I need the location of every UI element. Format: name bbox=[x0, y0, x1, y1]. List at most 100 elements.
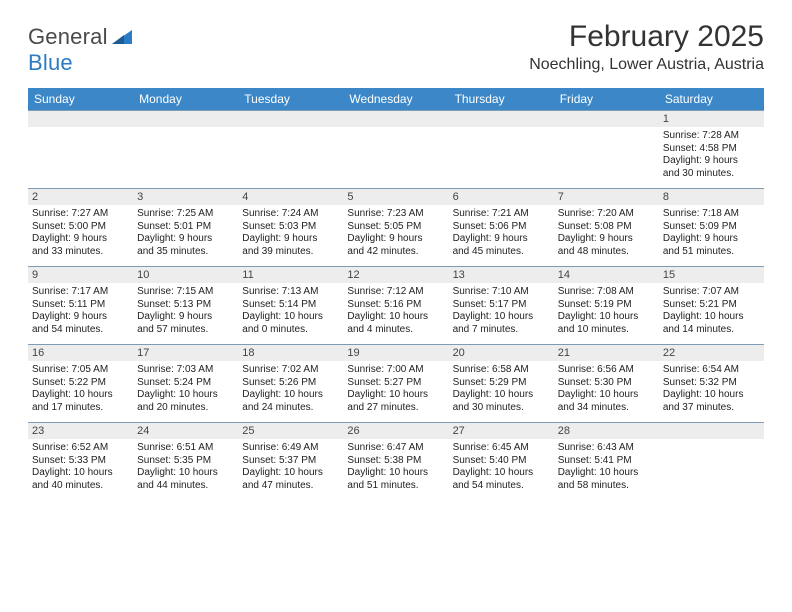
logo: General Blue bbox=[28, 20, 132, 76]
sunset-text: Sunset: 5:08 PM bbox=[558, 221, 655, 234]
sunset-text: Sunset: 5:41 PM bbox=[558, 455, 655, 468]
daylight1-text: Daylight: 10 hours bbox=[32, 389, 129, 402]
daylight1-text: Daylight: 9 hours bbox=[663, 155, 760, 168]
calendar-cell: 16Sunrise: 7:05 AMSunset: 5:22 PMDayligh… bbox=[28, 344, 133, 422]
daylight1-text: Daylight: 10 hours bbox=[347, 467, 444, 480]
day-number: 4 bbox=[238, 189, 343, 205]
day-number: 8 bbox=[659, 189, 764, 205]
sunrise-text: Sunrise: 7:10 AM bbox=[453, 286, 550, 299]
calendar-cell: 23Sunrise: 6:52 AMSunset: 5:33 PMDayligh… bbox=[28, 422, 133, 500]
sunrise-text: Sunrise: 7:18 AM bbox=[663, 208, 760, 221]
weekday-header-row: Sunday Monday Tuesday Wednesday Thursday… bbox=[28, 88, 764, 110]
sunrise-text: Sunrise: 6:47 AM bbox=[347, 442, 444, 455]
sunset-text: Sunset: 5:38 PM bbox=[347, 455, 444, 468]
calendar-cell bbox=[238, 110, 343, 188]
sunset-text: Sunset: 5:06 PM bbox=[453, 221, 550, 234]
sunrise-text: Sunrise: 7:23 AM bbox=[347, 208, 444, 221]
daylight2-text: and 54 minutes. bbox=[453, 480, 550, 493]
daylight2-text: and 20 minutes. bbox=[137, 402, 234, 415]
sunrise-text: Sunrise: 7:03 AM bbox=[137, 364, 234, 377]
daylight1-text: Daylight: 10 hours bbox=[558, 311, 655, 324]
sunset-text: Sunset: 5:24 PM bbox=[137, 377, 234, 390]
daylight2-text: and 27 minutes. bbox=[347, 402, 444, 415]
daylight1-text: Daylight: 9 hours bbox=[453, 233, 550, 246]
daylight1-text: Daylight: 10 hours bbox=[242, 311, 339, 324]
day-number bbox=[343, 111, 448, 127]
daylight1-text: Daylight: 9 hours bbox=[558, 233, 655, 246]
daylight2-text: and 54 minutes. bbox=[32, 324, 129, 337]
sunset-text: Sunset: 5:16 PM bbox=[347, 299, 444, 312]
day-number: 3 bbox=[133, 189, 238, 205]
calendar-cell: 8Sunrise: 7:18 AMSunset: 5:09 PMDaylight… bbox=[659, 188, 764, 266]
sunset-text: Sunset: 5:03 PM bbox=[242, 221, 339, 234]
daylight2-text: and 42 minutes. bbox=[347, 246, 444, 259]
day-number bbox=[659, 423, 764, 439]
daylight1-text: Daylight: 9 hours bbox=[242, 233, 339, 246]
sunrise-text: Sunrise: 7:20 AM bbox=[558, 208, 655, 221]
sunset-text: Sunset: 5:17 PM bbox=[453, 299, 550, 312]
daylight2-text: and 24 minutes. bbox=[242, 402, 339, 415]
daylight1-text: Daylight: 10 hours bbox=[453, 389, 550, 402]
calendar-cell: 1Sunrise: 7:28 AMSunset: 4:58 PMDaylight… bbox=[659, 110, 764, 188]
sunset-text: Sunset: 5:01 PM bbox=[137, 221, 234, 234]
sunrise-text: Sunrise: 7:24 AM bbox=[242, 208, 339, 221]
daylight1-text: Daylight: 10 hours bbox=[558, 389, 655, 402]
calendar-cell: 21Sunrise: 6:56 AMSunset: 5:30 PMDayligh… bbox=[554, 344, 659, 422]
sunrise-text: Sunrise: 6:58 AM bbox=[453, 364, 550, 377]
sunset-text: Sunset: 5:22 PM bbox=[32, 377, 129, 390]
calendar-cell: 22Sunrise: 6:54 AMSunset: 5:32 PMDayligh… bbox=[659, 344, 764, 422]
calendar-cell: 17Sunrise: 7:03 AMSunset: 5:24 PMDayligh… bbox=[133, 344, 238, 422]
daylight1-text: Daylight: 10 hours bbox=[347, 311, 444, 324]
daylight1-text: Daylight: 10 hours bbox=[663, 311, 760, 324]
weekday-header: Friday bbox=[554, 88, 659, 110]
weekday-header: Monday bbox=[133, 88, 238, 110]
calendar-cell: 4 Sunrise: 7:24 AMSunset: 5:03 PMDaylight… bbox=[238, 188, 343, 266]
title-block: February 2025 Noechling, Lower Austria, … bbox=[529, 20, 764, 74]
weekday-header: Tuesday bbox=[238, 88, 343, 110]
day-number: 15 bbox=[659, 267, 764, 283]
calendar-cell: 9Sunrise: 7:17 AMSunset: 5:11 PMDaylight… bbox=[28, 266, 133, 344]
sunset-text: Sunset: 4:58 PM bbox=[663, 143, 760, 156]
calendar: Sunday Monday Tuesday Wednesday Thursday… bbox=[28, 88, 764, 500]
calendar-cell: 5Sunrise: 7:23 AMSunset: 5:05 PMDaylight… bbox=[343, 188, 448, 266]
daylight2-text: and 35 minutes. bbox=[137, 246, 234, 259]
calendar-cell bbox=[28, 110, 133, 188]
calendar-cell: 13Sunrise: 7:10 AMSunset: 5:17 PMDayligh… bbox=[449, 266, 554, 344]
sunset-text: Sunset: 5:11 PM bbox=[32, 299, 129, 312]
sunset-text: Sunset: 5:40 PM bbox=[453, 455, 550, 468]
calendar-cell: 24Sunrise: 6:51 AMSunset: 5:35 PMDayligh… bbox=[133, 422, 238, 500]
calendar-cell: 6Sunrise: 7:21 AMSunset: 5:06 PMDaylight… bbox=[449, 188, 554, 266]
daylight2-text: and 30 minutes. bbox=[453, 402, 550, 415]
daylight1-text: Daylight: 10 hours bbox=[453, 311, 550, 324]
sunrise-text: Sunrise: 7:25 AM bbox=[137, 208, 234, 221]
calendar-cell: 2Sunrise: 7:27 AMSunset: 5:00 PMDaylight… bbox=[28, 188, 133, 266]
sunset-text: Sunset: 5:29 PM bbox=[453, 377, 550, 390]
sunset-text: Sunset: 5:32 PM bbox=[663, 377, 760, 390]
daylight1-text: Daylight: 9 hours bbox=[32, 311, 129, 324]
day-number: 18 bbox=[238, 345, 343, 361]
daylight2-text: and 58 minutes. bbox=[558, 480, 655, 493]
sunset-text: Sunset: 5:26 PM bbox=[242, 377, 339, 390]
sunset-text: Sunset: 5:33 PM bbox=[32, 455, 129, 468]
daylight2-text: and 14 minutes. bbox=[663, 324, 760, 337]
weekday-header: Wednesday bbox=[343, 88, 448, 110]
day-number: 22 bbox=[659, 345, 764, 361]
header: General Blue February 2025 Noechling, Lo… bbox=[28, 20, 764, 76]
daylight2-text: and 37 minutes. bbox=[663, 402, 760, 415]
calendar-cell: 11Sunrise: 7:13 AMSunset: 5:14 PMDayligh… bbox=[238, 266, 343, 344]
daylight1-text: Daylight: 9 hours bbox=[347, 233, 444, 246]
day-number: 19 bbox=[343, 345, 448, 361]
sunrise-text: Sunrise: 7:12 AM bbox=[347, 286, 444, 299]
calendar-grid: 1Sunrise: 7:28 AMSunset: 4:58 PMDaylight… bbox=[28, 110, 764, 500]
sunset-text: Sunset: 5:13 PM bbox=[137, 299, 234, 312]
sunset-text: Sunset: 5:00 PM bbox=[32, 221, 129, 234]
weekday-header: Thursday bbox=[449, 88, 554, 110]
daylight2-text: and 7 minutes. bbox=[453, 324, 550, 337]
daylight1-text: Daylight: 10 hours bbox=[558, 467, 655, 480]
sunrise-text: Sunrise: 7:28 AM bbox=[663, 130, 760, 143]
daylight1-text: Daylight: 10 hours bbox=[242, 467, 339, 480]
day-number: 12 bbox=[343, 267, 448, 283]
daylight2-text: and 30 minutes. bbox=[663, 168, 760, 181]
day-number: 23 bbox=[28, 423, 133, 439]
calendar-cell: 26Sunrise: 6:47 AMSunset: 5:38 PMDayligh… bbox=[343, 422, 448, 500]
